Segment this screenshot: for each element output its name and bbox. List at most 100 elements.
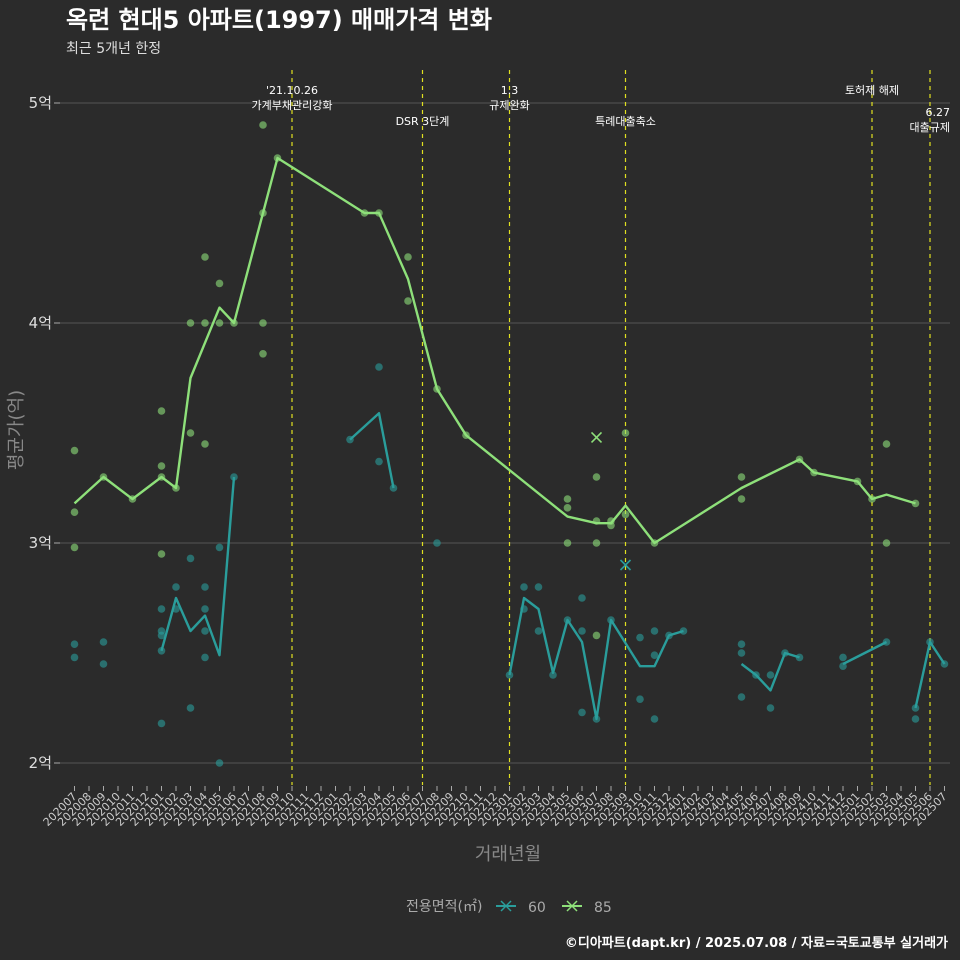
y-tick-label: 4억 bbox=[29, 314, 52, 332]
data-point-60 bbox=[186, 704, 195, 712]
data-point-85 bbox=[157, 462, 166, 470]
legend-key-cross bbox=[566, 900, 578, 912]
data-point-85 bbox=[737, 473, 746, 481]
x-axis: 2020072020082020092020102020112020122021… bbox=[41, 786, 950, 829]
data-point-60 bbox=[636, 633, 644, 642]
data-point-60 bbox=[201, 653, 209, 662]
data-point-85 bbox=[911, 499, 920, 508]
data-point-85 bbox=[737, 495, 746, 503]
data-point-60 bbox=[549, 671, 557, 679]
data-point-60 bbox=[375, 363, 383, 371]
data-point-85 bbox=[157, 407, 166, 415]
data-point-60 bbox=[99, 638, 108, 646]
data-point-85 bbox=[621, 429, 630, 437]
data-point-85 bbox=[882, 440, 891, 448]
x-axis-title: 거래년월 bbox=[475, 844, 541, 865]
series-line-60 bbox=[508, 596, 684, 721]
data-point-85 bbox=[70, 543, 79, 552]
data-point-60 bbox=[650, 651, 659, 659]
data-point-60 bbox=[650, 715, 659, 723]
data-point-60 bbox=[157, 631, 166, 640]
data-point-85 bbox=[259, 121, 267, 129]
legend: 전용면적(㎡) 60 85 bbox=[406, 899, 612, 916]
data-point-85 bbox=[215, 319, 224, 327]
data-point-85 bbox=[563, 495, 572, 503]
data-point-60 bbox=[186, 554, 195, 563]
data-point-60 bbox=[433, 539, 441, 547]
series-line-60 bbox=[740, 651, 800, 692]
data-point-60 bbox=[201, 627, 209, 635]
data-point-60 bbox=[737, 649, 746, 657]
data-point-60 bbox=[578, 708, 586, 717]
event-label: 대출규제 bbox=[910, 121, 950, 134]
data-point-85 bbox=[592, 539, 601, 547]
data-point-60 bbox=[70, 640, 79, 648]
legend-item-60: 60 bbox=[496, 900, 546, 916]
data-point-60 bbox=[70, 653, 79, 662]
data-point-85 bbox=[592, 631, 601, 640]
series-line-60 bbox=[914, 640, 946, 709]
data-point-60 bbox=[534, 583, 543, 591]
data-point-85 bbox=[201, 440, 209, 448]
data-point-60 bbox=[766, 671, 775, 679]
data-point-85 bbox=[186, 429, 195, 437]
data-point-60 bbox=[534, 627, 543, 635]
data-point-60 bbox=[520, 583, 528, 591]
data-point-85 bbox=[882, 539, 891, 547]
data-point-60 bbox=[650, 627, 659, 635]
cancelled-marker-60 bbox=[619, 559, 632, 571]
series-line-60 bbox=[842, 640, 888, 666]
data-point-60 bbox=[201, 605, 209, 613]
series-layer bbox=[70, 121, 949, 767]
data-point-60 bbox=[737, 693, 746, 701]
event-label: 규제완화 bbox=[489, 99, 529, 112]
data-point-60 bbox=[766, 704, 775, 712]
series-line-85 bbox=[73, 156, 916, 545]
data-point-60 bbox=[636, 695, 644, 703]
data-point-85 bbox=[563, 504, 572, 512]
legend-item-85: 85 bbox=[562, 900, 612, 916]
cancelled-stroke bbox=[590, 431, 603, 443]
legend-label: 85 bbox=[594, 900, 612, 916]
data-point-60 bbox=[157, 605, 166, 613]
data-point-60 bbox=[172, 583, 180, 591]
y-tick-label: 3억 bbox=[29, 534, 52, 552]
event-label: 6.27 bbox=[926, 106, 951, 119]
grid-layer: 2억 3억 4억 5억 bbox=[29, 94, 950, 772]
data-point-85 bbox=[201, 319, 209, 327]
event-label: 특례대출축소 bbox=[595, 115, 656, 128]
data-point-60 bbox=[215, 543, 224, 552]
data-point-85 bbox=[186, 319, 195, 327]
source-caption: ©디아파트(dapt.kr) / 2025.07.08 / 자료=국토교통부 실… bbox=[565, 935, 948, 951]
legend-key-cross bbox=[500, 900, 512, 912]
y-tick-label: 5억 bbox=[29, 94, 52, 112]
chart-title: 옥련 현대5 아파트(1997) 매매가격 변화 bbox=[66, 6, 492, 34]
event-label: 토허제 해제 bbox=[845, 83, 899, 97]
data-point-60 bbox=[839, 653, 847, 662]
data-point-60 bbox=[215, 759, 224, 767]
data-point-60 bbox=[157, 719, 166, 728]
chart-subtitle: 최근 5개년 한정 bbox=[66, 41, 161, 57]
series-line-60 bbox=[349, 412, 395, 489]
legend-title: 전용면적(㎡) bbox=[406, 899, 482, 915]
event-label: DSR 3단계 bbox=[396, 115, 450, 128]
data-point-85 bbox=[157, 550, 166, 558]
data-point-60 bbox=[578, 594, 586, 602]
data-point-85 bbox=[563, 539, 572, 547]
data-point-60 bbox=[99, 660, 108, 668]
data-point-85 bbox=[259, 350, 267, 358]
data-point-85 bbox=[404, 253, 412, 261]
data-point-85 bbox=[259, 319, 267, 327]
data-point-60 bbox=[737, 640, 746, 648]
y-axis-title: 평균가(억) bbox=[6, 390, 27, 470]
data-point-60 bbox=[911, 715, 920, 723]
event-label: '21.10.26 bbox=[266, 84, 318, 97]
event-label: 1.3 bbox=[501, 84, 519, 97]
cancelled-marker-85 bbox=[590, 431, 603, 443]
data-point-85 bbox=[404, 297, 412, 305]
data-point-60 bbox=[578, 627, 586, 635]
event-label: 가계부채관리강화 bbox=[252, 99, 333, 112]
legend-label: 60 bbox=[528, 900, 546, 916]
